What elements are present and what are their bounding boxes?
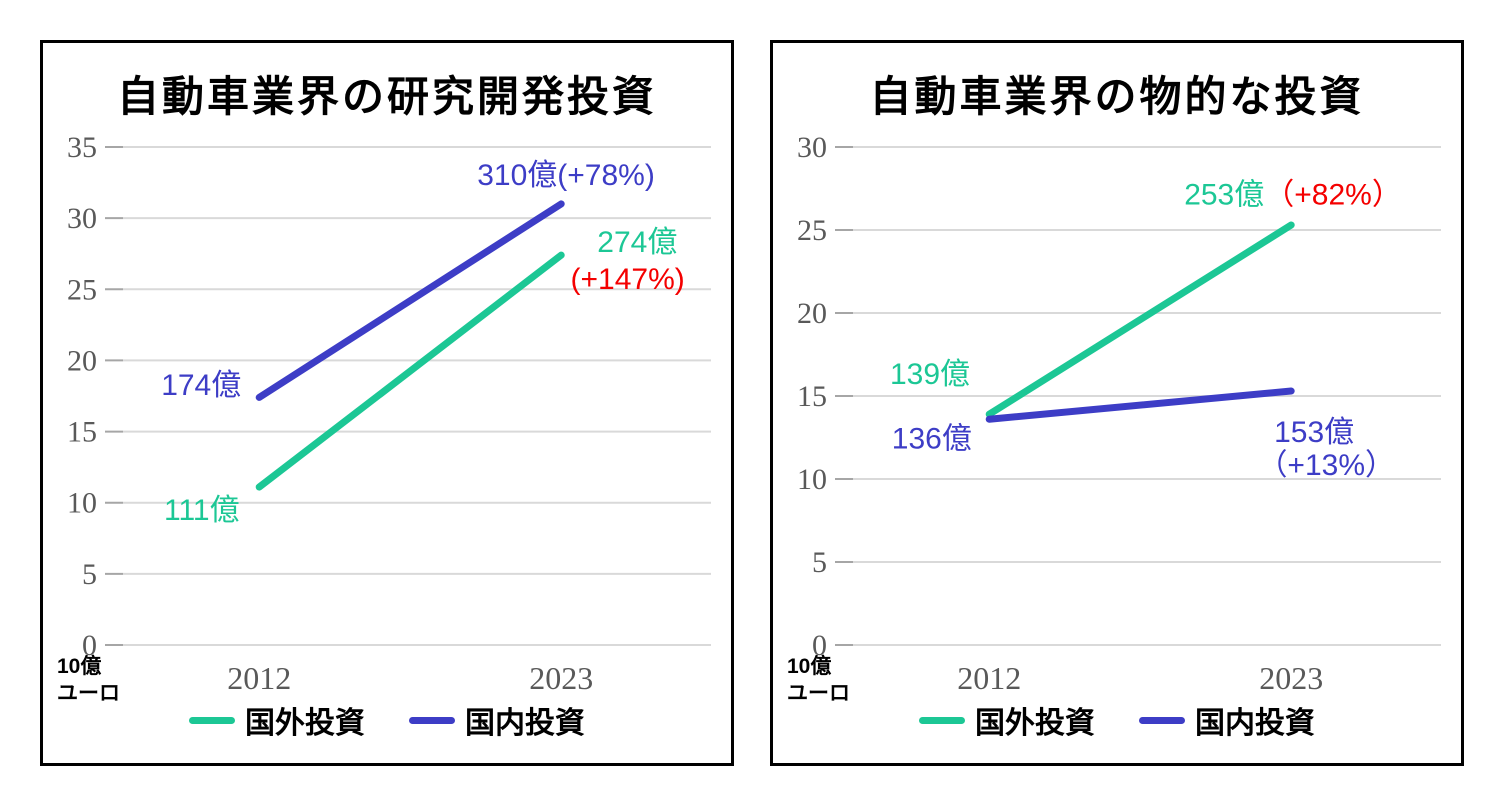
rnd-line-chart-plot: 0 5 10 15 20 25 30 35 2012 2023 310億(+78%) 274億 (+14… — [67, 131, 711, 696]
svg-text:2023: 2023 — [529, 660, 593, 696]
legend: 国外投資 国内投資 — [773, 698, 1461, 742]
svg-text:20: 20 — [67, 344, 97, 377]
svg-text:25: 25 — [67, 273, 97, 306]
svg-text:0: 0 — [812, 629, 827, 662]
svg-text:10: 10 — [67, 487, 97, 520]
foreign-line-swatch — [919, 716, 965, 724]
svg-text:274億: 274億 — [597, 226, 677, 259]
svg-text:153億: 153億 — [1274, 416, 1354, 449]
svg-text:2012: 2012 — [957, 660, 1021, 696]
physical-line-chart-plot: 0 5 10 15 20 25 30 2012 2023 253億（+82%） 139億 136億 15… — [797, 131, 1441, 696]
svg-text:(+147%): (+147%) — [571, 263, 685, 296]
unit-line-2: ユーロ — [787, 682, 850, 705]
svg-text:0: 0 — [82, 629, 97, 662]
chart-panel-rnd-investment: 自動車業界の研究開発投資 0 5 10 15 20 25 30 35 2012 2023 310億(… — [40, 40, 734, 766]
svg-text:30: 30 — [67, 202, 97, 235]
svg-text:30: 30 — [797, 131, 827, 164]
svg-text:111億: 111億 — [164, 494, 240, 527]
legend-label-domestic: 国内投資 — [1195, 707, 1315, 740]
svg-text:35: 35 — [67, 131, 97, 164]
legend-label-domestic: 国内投資 — [465, 707, 585, 740]
svg-text:（+13%）: （+13%） — [1257, 449, 1395, 482]
unit-line-1: 10億 — [787, 655, 832, 678]
legend-item-foreign-investment: 国外投資 — [189, 698, 365, 742]
legend-item-foreign-investment: 国外投資 — [919, 698, 1095, 742]
chart-title-physical: 自動車業界の物的な投資 — [869, 73, 1365, 120]
svg-text:15: 15 — [67, 416, 97, 449]
svg-text:20: 20 — [797, 297, 827, 330]
y-axis-unit-label: 10億 ユーロ — [57, 653, 120, 707]
svg-text:253億（+82%）: 253億（+82%） — [1184, 178, 1402, 211]
legend: 国外投資 国内投資 — [43, 698, 731, 742]
svg-text:10: 10 — [797, 463, 827, 496]
page: 自動車業界の研究開発投資 0 5 10 15 20 25 30 35 2012 2023 310億(… — [40, 40, 1464, 766]
domestic-line-swatch — [409, 716, 455, 724]
foreign-line-swatch — [189, 716, 235, 724]
svg-text:136億: 136億 — [892, 423, 972, 456]
legend-label-foreign: 国外投資 — [245, 707, 365, 740]
legend-item-domestic-investment: 国内投資 — [409, 698, 585, 742]
svg-text:5: 5 — [82, 558, 97, 591]
chart-title-rnd: 自動車業界の研究開発投資 — [116, 73, 657, 120]
svg-text:139億: 139億 — [890, 358, 970, 391]
svg-text:15: 15 — [797, 380, 827, 413]
legend-label-foreign: 国外投資 — [975, 707, 1095, 740]
domestic-line-swatch — [1139, 716, 1185, 724]
svg-text:2023: 2023 — [1259, 660, 1323, 696]
svg-text:25: 25 — [797, 214, 827, 247]
svg-text:2012: 2012 — [227, 660, 291, 696]
unit-line-1: 10億 — [57, 655, 102, 678]
svg-text:5: 5 — [812, 546, 827, 579]
svg-text:174億: 174億 — [161, 369, 241, 402]
svg-text:310億(+78%): 310億(+78%) — [477, 159, 655, 192]
legend-item-domestic-investment: 国内投資 — [1139, 698, 1315, 742]
chart-panel-physical-investment: 自動車業界の物的な投資 0 5 10 15 20 25 30 2012 2023 253億（+82… — [770, 40, 1464, 766]
unit-line-2: ユーロ — [57, 682, 120, 705]
y-axis-unit-label: 10億 ユーロ — [787, 653, 850, 707]
